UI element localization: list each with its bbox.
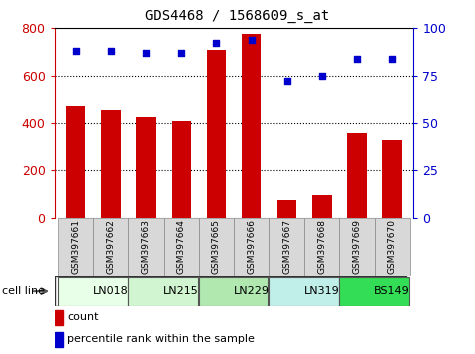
- Bar: [277, 200, 296, 218]
- Text: GSM397665: GSM397665: [212, 219, 221, 274]
- Text: cell line: cell line: [2, 286, 46, 296]
- Bar: [382, 139, 402, 218]
- Bar: [171, 121, 191, 218]
- Point: [142, 50, 150, 56]
- FancyBboxPatch shape: [58, 277, 128, 306]
- Bar: [312, 195, 332, 218]
- Point: [318, 73, 326, 79]
- Point: [389, 56, 396, 62]
- FancyBboxPatch shape: [269, 218, 304, 276]
- Text: percentile rank within the sample: percentile rank within the sample: [67, 335, 255, 344]
- Text: LN319: LN319: [304, 286, 340, 296]
- FancyBboxPatch shape: [128, 277, 198, 306]
- Text: LN229: LN229: [234, 286, 269, 296]
- Text: count: count: [67, 312, 99, 322]
- FancyBboxPatch shape: [375, 218, 410, 276]
- Text: GSM397662: GSM397662: [106, 219, 115, 274]
- Point: [72, 48, 79, 54]
- Bar: [207, 50, 226, 218]
- Text: GSM397668: GSM397668: [317, 219, 326, 274]
- Point: [353, 56, 361, 62]
- Bar: [101, 110, 121, 218]
- Bar: [136, 117, 156, 218]
- Text: GSM397669: GSM397669: [352, 219, 361, 274]
- FancyBboxPatch shape: [199, 218, 234, 276]
- FancyBboxPatch shape: [340, 218, 375, 276]
- FancyBboxPatch shape: [58, 218, 93, 276]
- Text: GSM397667: GSM397667: [282, 219, 291, 274]
- FancyBboxPatch shape: [93, 218, 128, 276]
- Text: GSM397661: GSM397661: [71, 219, 80, 274]
- FancyBboxPatch shape: [199, 277, 268, 306]
- FancyBboxPatch shape: [163, 218, 199, 276]
- Bar: [347, 133, 367, 218]
- Text: LN018: LN018: [93, 286, 129, 296]
- Point: [212, 41, 220, 46]
- Bar: [242, 34, 261, 218]
- Point: [248, 37, 256, 42]
- Bar: [66, 107, 86, 218]
- Point: [107, 48, 114, 54]
- Text: GSM397666: GSM397666: [247, 219, 256, 274]
- Text: GSM397663: GSM397663: [142, 219, 151, 274]
- FancyBboxPatch shape: [304, 218, 340, 276]
- FancyBboxPatch shape: [128, 218, 163, 276]
- Point: [177, 50, 185, 56]
- FancyBboxPatch shape: [340, 277, 409, 306]
- Bar: [55, 310, 63, 325]
- Text: GSM397664: GSM397664: [177, 219, 186, 274]
- Point: [283, 79, 291, 84]
- Text: GDS4468 / 1568609_s_at: GDS4468 / 1568609_s_at: [145, 9, 330, 23]
- Text: LN215: LN215: [163, 286, 199, 296]
- Text: GSM397670: GSM397670: [388, 219, 397, 274]
- Text: BS149: BS149: [374, 286, 410, 296]
- Bar: [55, 332, 63, 347]
- FancyBboxPatch shape: [269, 277, 339, 306]
- FancyBboxPatch shape: [234, 218, 269, 276]
